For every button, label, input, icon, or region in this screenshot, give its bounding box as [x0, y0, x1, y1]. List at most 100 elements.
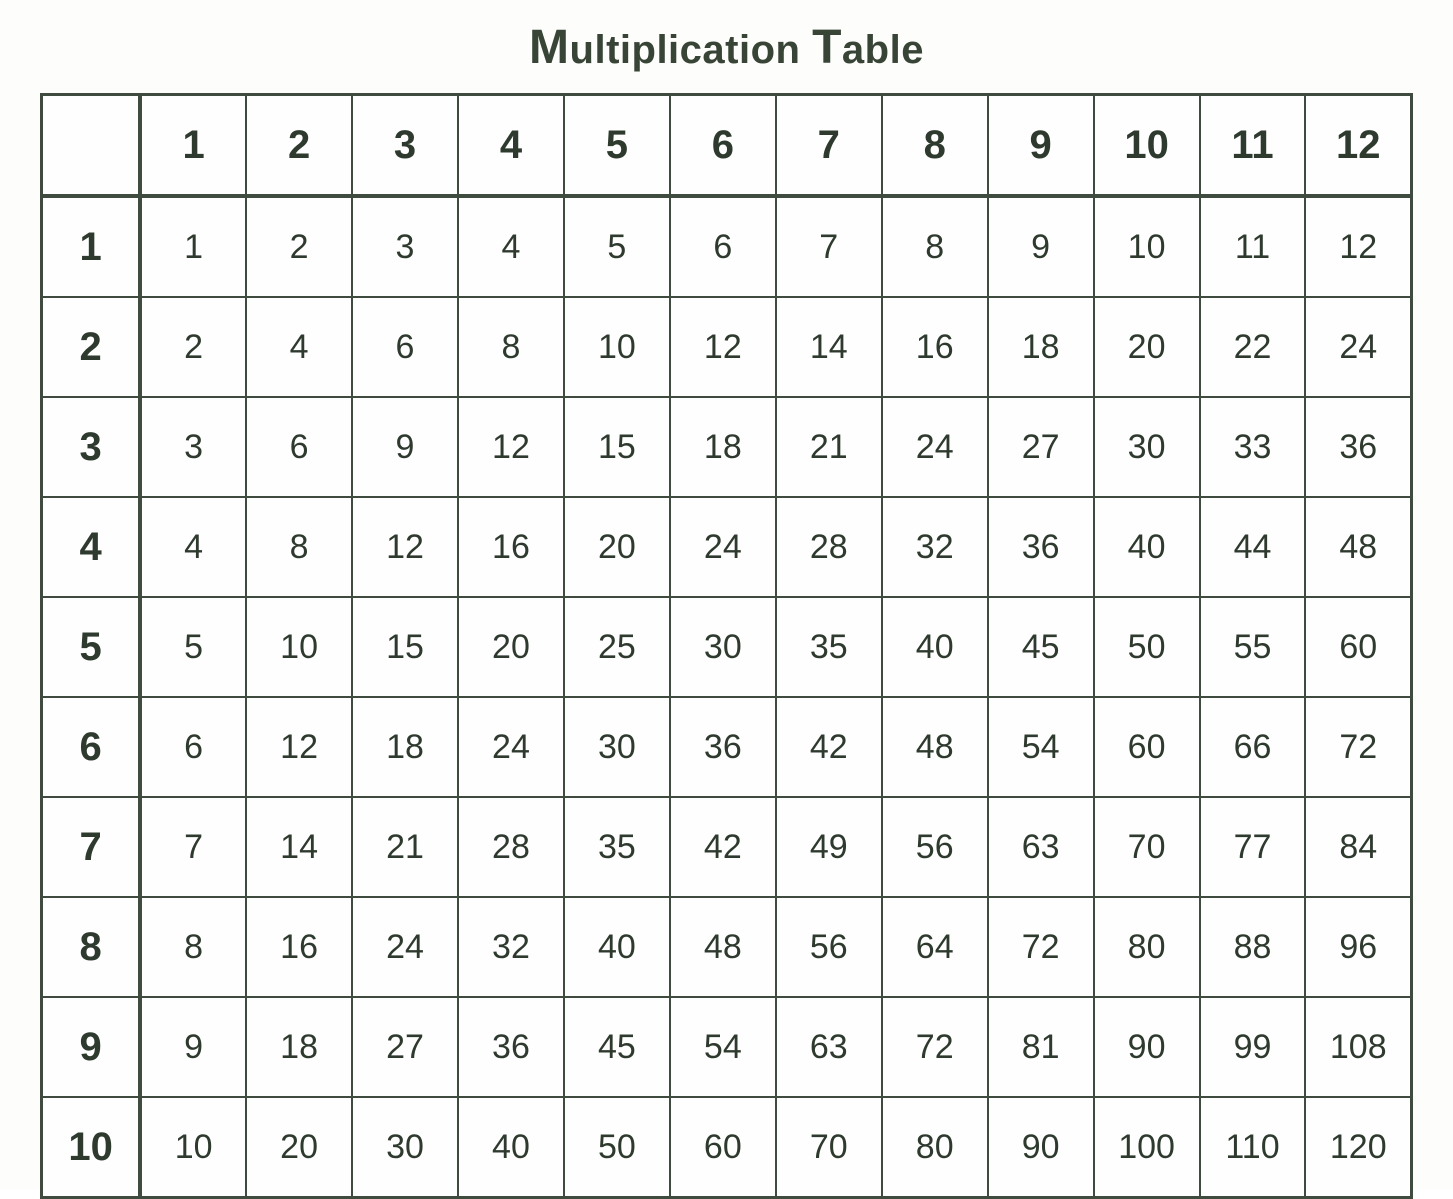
cell: 56: [776, 897, 882, 997]
cell: 14: [246, 797, 352, 897]
cell: 30: [564, 697, 670, 797]
cell: 4: [140, 497, 246, 597]
cell: 6: [140, 697, 246, 797]
cell: 5: [564, 196, 670, 297]
cell: 70: [1094, 797, 1200, 897]
table-row: 9 9 18 27 36 45 54 63 72 81 90 99 108: [42, 997, 1412, 1097]
cell: 66: [1200, 697, 1306, 797]
cell: 24: [670, 497, 776, 597]
page: Multiplication Table 1 2 3 4 5 6 7 8 9 1…: [0, 0, 1453, 1189]
cell: 24: [352, 897, 458, 997]
cell: 21: [352, 797, 458, 897]
cell: 80: [1094, 897, 1200, 997]
cell: 81: [988, 997, 1094, 1097]
cell: 9: [352, 397, 458, 497]
cell: 6: [670, 196, 776, 297]
cell: 48: [670, 897, 776, 997]
cell: 64: [882, 897, 988, 997]
cell: 18: [670, 397, 776, 497]
cell: 108: [1305, 997, 1411, 1097]
row-header: 5: [42, 597, 141, 697]
table-row: 3 3 6 9 12 15 18 21 24 27 30 33 36: [42, 397, 1412, 497]
cell: 84: [1305, 797, 1411, 897]
cell: 90: [988, 1097, 1094, 1198]
cell: 72: [882, 997, 988, 1097]
cell: 20: [458, 597, 564, 697]
cell: 14: [776, 297, 882, 397]
cell: 8: [246, 497, 352, 597]
row-header: 1: [42, 196, 141, 297]
cell: 7: [776, 196, 882, 297]
cell: 48: [882, 697, 988, 797]
cell: 100: [1094, 1097, 1200, 1198]
cell: 18: [352, 697, 458, 797]
cell: 56: [882, 797, 988, 897]
col-header: 6: [670, 95, 776, 197]
row-header: 8: [42, 897, 141, 997]
cell: 42: [670, 797, 776, 897]
cell: 9: [140, 997, 246, 1097]
table-row: 10 10 20 30 40 50 60 70 80 90 100 110 12…: [42, 1097, 1412, 1198]
row-header: 4: [42, 497, 141, 597]
cell: 18: [246, 997, 352, 1097]
cell: 24: [882, 397, 988, 497]
cell: 9: [988, 196, 1094, 297]
cell: 28: [776, 497, 882, 597]
cell: 12: [352, 497, 458, 597]
cell: 3: [140, 397, 246, 497]
cell: 21: [776, 397, 882, 497]
cell: 10: [140, 1097, 246, 1198]
cell: 70: [776, 1097, 882, 1198]
multiplication-table: 1 2 3 4 5 6 7 8 9 10 11 12 1 1 2 3 4 5 6…: [40, 93, 1413, 1199]
table-row: 4 4 8 12 16 20 24 28 32 36 40 44 48: [42, 497, 1412, 597]
cell: 90: [1094, 997, 1200, 1097]
row-header: 3: [42, 397, 141, 497]
cell: 12: [670, 297, 776, 397]
cell: 27: [988, 397, 1094, 497]
cell: 32: [882, 497, 988, 597]
cell: 4: [458, 196, 564, 297]
cell: 36: [670, 697, 776, 797]
title-part-1: ultiplication: [570, 28, 813, 72]
cell: 8: [458, 297, 564, 397]
cell: 3: [352, 196, 458, 297]
row-header: 7: [42, 797, 141, 897]
cell: 8: [882, 196, 988, 297]
cell: 10: [246, 597, 352, 697]
row-header: 10: [42, 1097, 141, 1198]
col-header: 3: [352, 95, 458, 197]
cell: 22: [1200, 297, 1306, 397]
col-header: 2: [246, 95, 352, 197]
cell: 54: [670, 997, 776, 1097]
col-header: 12: [1305, 95, 1411, 197]
cell: 2: [246, 196, 352, 297]
cell: 7: [140, 797, 246, 897]
cell: 42: [776, 697, 882, 797]
col-header: 10: [1094, 95, 1200, 197]
cell: 24: [458, 697, 564, 797]
cell: 110: [1200, 1097, 1306, 1198]
cell: 2: [140, 297, 246, 397]
cell: 10: [1094, 196, 1200, 297]
cell: 16: [246, 897, 352, 997]
cell: 54: [988, 697, 1094, 797]
col-header: 9: [988, 95, 1094, 197]
cell: 77: [1200, 797, 1306, 897]
cell: 20: [246, 1097, 352, 1198]
cell: 30: [352, 1097, 458, 1198]
cell: 40: [564, 897, 670, 997]
cell: 25: [564, 597, 670, 697]
cell: 4: [246, 297, 352, 397]
table-header-row: 1 2 3 4 5 6 7 8 9 10 11 12: [42, 95, 1412, 197]
title-part-2: able: [842, 28, 924, 72]
cell: 20: [1094, 297, 1200, 397]
cell: 45: [564, 997, 670, 1097]
cell: 15: [564, 397, 670, 497]
cell: 10: [564, 297, 670, 397]
cell: 40: [1094, 497, 1200, 597]
cell: 44: [1200, 497, 1306, 597]
cell: 12: [246, 697, 352, 797]
corner-cell: [42, 95, 141, 197]
cell: 16: [458, 497, 564, 597]
col-header: 5: [564, 95, 670, 197]
